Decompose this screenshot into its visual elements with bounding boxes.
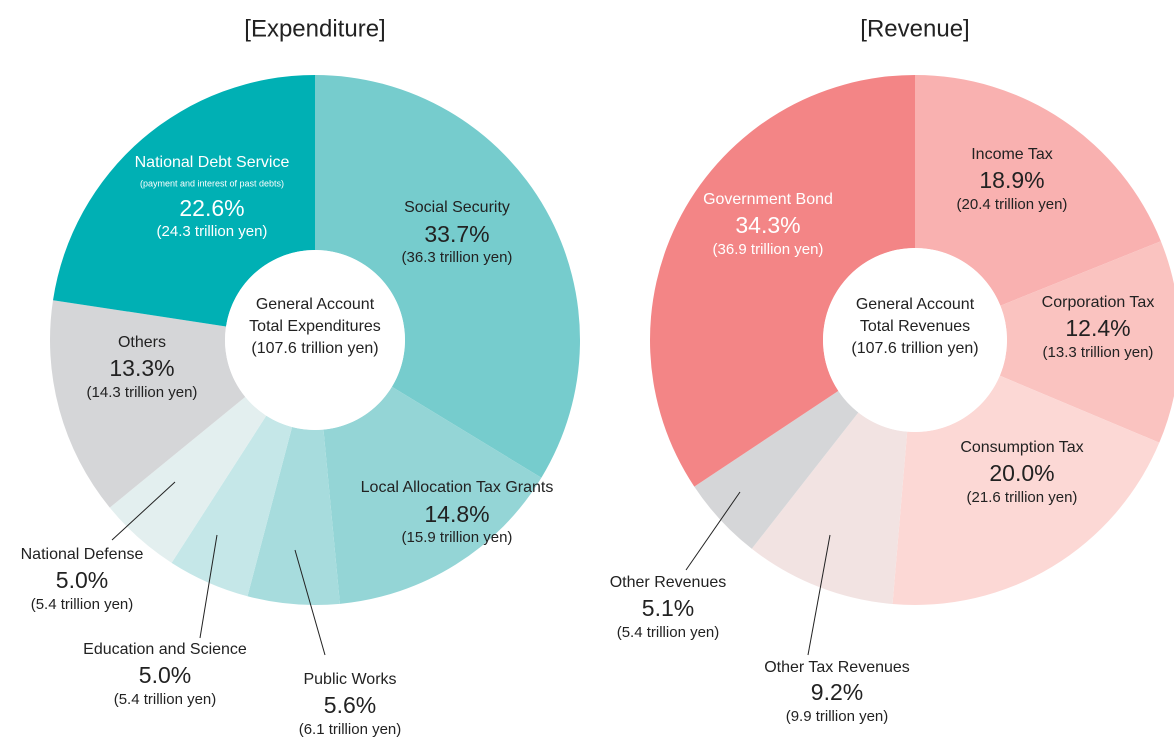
slice-amount: (21.6 trillion yen) [967, 489, 1078, 506]
slice-amount: (5.4 trillion yen) [617, 624, 720, 641]
slice-amount: (20.4 trillion yen) [957, 196, 1068, 213]
center-label: General Account [856, 296, 975, 313]
slice [892, 375, 1160, 605]
leader-line [111, 481, 176, 541]
center-label: Total Revenues [860, 318, 970, 335]
slice-amount: (13.3 trillion yen) [1043, 344, 1154, 361]
slice [751, 412, 908, 605]
slice [315, 75, 580, 478]
slice-name: Local Allocation Tax Grants [361, 479, 554, 496]
slice-amount: (5.4 trillion yen) [31, 596, 134, 613]
slice-name: Corporation Tax [1042, 294, 1155, 311]
slice-percent: 9.2% [811, 679, 863, 705]
chart-title: [Revenue] [860, 15, 969, 42]
slice-percent: 34.3% [735, 212, 800, 238]
slice-amount: (14.3 trillion yen) [87, 384, 198, 401]
slice-percent: 12.4% [1065, 315, 1130, 341]
slice-name: Other Revenues [610, 574, 727, 591]
slice-amount: (9.9 trillion yen) [786, 708, 889, 725]
slice [915, 75, 1161, 306]
leader-line [807, 534, 831, 656]
slice-percent: 20.0% [989, 460, 1054, 486]
slice-percent: 5.1% [642, 595, 694, 621]
slice-name: National Defense [21, 546, 144, 563]
slice-name: Government Bond [703, 191, 833, 208]
slice-name: Education and Science [83, 641, 247, 658]
slice-percent: 18.9% [979, 167, 1044, 193]
slice [694, 390, 859, 549]
slice-name: Consumption Tax [960, 439, 1083, 456]
slice-name: Income Tax [971, 146, 1053, 163]
leader-line [294, 549, 326, 656]
center-label: (107.6 trillion yen) [851, 340, 978, 357]
slice [50, 300, 246, 508]
slice-percent: 5.0% [56, 567, 108, 593]
donut-hole [225, 250, 405, 430]
slice-percent: 13.3% [109, 355, 174, 381]
slice-percent: 33.7% [424, 221, 489, 247]
slice-amount: (6.1 trillion yen) [299, 721, 402, 738]
slice [247, 427, 340, 605]
chart-title: [Expenditure] [244, 15, 385, 42]
slice-name: National Debt Service [135, 154, 290, 171]
slice-percent: 5.0% [139, 662, 191, 688]
slice-percent: 5.6% [324, 692, 376, 718]
slice [649, 75, 915, 487]
slice-name: Other Tax Revenues [764, 659, 910, 676]
slice [323, 386, 542, 604]
slice [53, 75, 315, 327]
slice-amount: (24.3 trillion yen) [157, 223, 268, 240]
slice-amount: (36.3 trillion yen) [402, 249, 513, 266]
slice-note: (payment and interest of past debts) [140, 178, 284, 188]
slice-name: Social Security [404, 199, 510, 216]
slice-amount: (15.9 trillion yen) [402, 529, 513, 546]
center-label: (107.6 trillion yen) [251, 340, 378, 357]
slice [109, 396, 267, 563]
leader-line [199, 534, 218, 639]
slice-percent: 22.6% [179, 195, 244, 221]
leader-line [685, 491, 741, 571]
slice-amount: (36.9 trillion yen) [713, 241, 824, 258]
center-label: General Account [256, 296, 375, 313]
slice [171, 415, 293, 597]
slice [999, 241, 1174, 443]
center-label: Total Expenditures [249, 318, 381, 335]
slice-name: Public Works [303, 671, 396, 688]
donut-hole [823, 248, 1007, 432]
slice-name: Others [118, 334, 166, 351]
slice-amount: (5.4 trillion yen) [114, 691, 217, 708]
slice-percent: 14.8% [424, 501, 489, 527]
